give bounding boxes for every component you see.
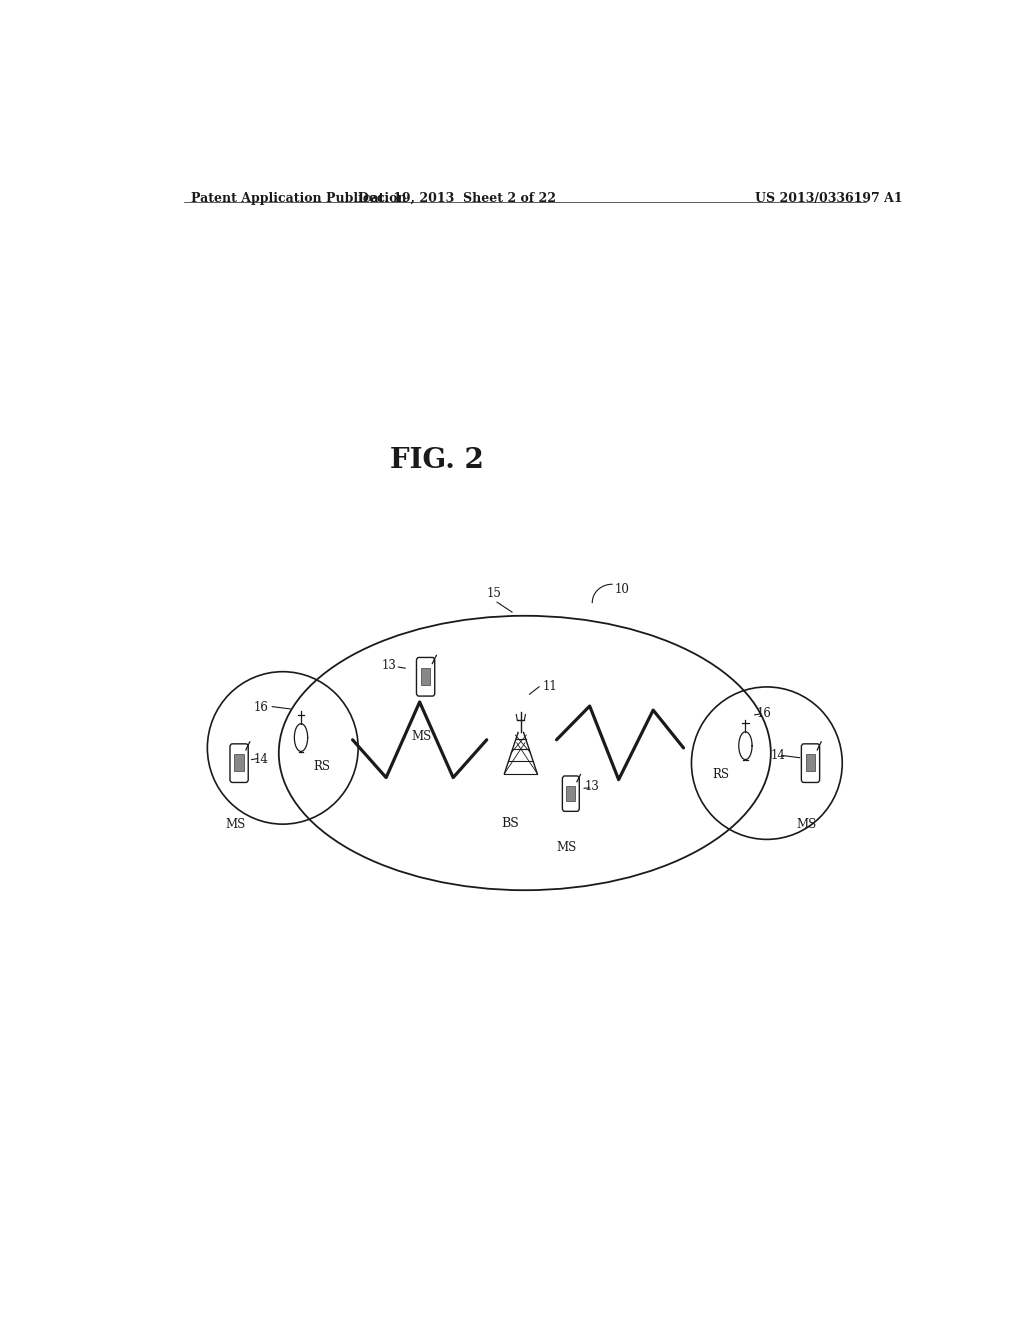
Text: 10: 10 <box>614 583 630 597</box>
Bar <box>421 668 430 685</box>
FancyBboxPatch shape <box>417 657 435 696</box>
Text: 11: 11 <box>543 680 558 693</box>
Text: US 2013/0336197 A1: US 2013/0336197 A1 <box>755 191 902 205</box>
Text: BS: BS <box>502 817 519 830</box>
FancyBboxPatch shape <box>230 744 248 783</box>
Text: 13: 13 <box>585 780 600 792</box>
Text: RS: RS <box>313 760 330 774</box>
Text: 16: 16 <box>253 701 268 714</box>
Text: RS: RS <box>712 768 729 781</box>
Text: FIG. 2: FIG. 2 <box>390 447 483 474</box>
Text: Dec. 19, 2013  Sheet 2 of 22: Dec. 19, 2013 Sheet 2 of 22 <box>358 191 556 205</box>
Text: MS: MS <box>557 841 577 854</box>
Text: 14: 14 <box>253 754 268 766</box>
Text: 13: 13 <box>382 659 397 672</box>
FancyBboxPatch shape <box>562 776 580 812</box>
Bar <box>806 754 815 771</box>
Text: Patent Application Publication: Patent Application Publication <box>191 191 407 205</box>
Text: MS: MS <box>412 730 432 743</box>
Text: MS: MS <box>225 818 246 832</box>
Polygon shape <box>738 731 752 759</box>
Bar <box>566 785 575 801</box>
Bar <box>234 754 244 771</box>
Text: 16: 16 <box>757 708 771 721</box>
Text: 14: 14 <box>771 748 785 762</box>
Polygon shape <box>294 723 307 751</box>
FancyBboxPatch shape <box>802 744 819 783</box>
Text: 15: 15 <box>486 587 502 601</box>
Text: MS: MS <box>797 818 817 832</box>
